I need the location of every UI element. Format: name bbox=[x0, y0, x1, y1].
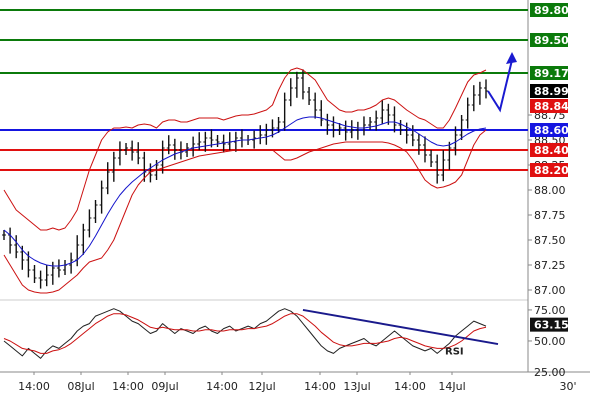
rsi-signal-line bbox=[3, 313, 487, 354]
price-y-tick-label: 87.50 bbox=[534, 234, 566, 247]
level-tag-bg bbox=[530, 123, 568, 137]
level-tag-bg bbox=[530, 143, 568, 157]
level-tag: 89.50 bbox=[534, 34, 569, 47]
level-tag: 88.20 bbox=[534, 164, 569, 177]
price-y-tick-label: 87.75 bbox=[534, 209, 566, 222]
x-tick-label: 14:00 bbox=[112, 380, 144, 393]
moving-average-line bbox=[3, 116, 487, 267]
rsi-divergence-line bbox=[302, 308, 499, 346]
rsi-y-tick-label: 75.00 bbox=[534, 304, 566, 317]
price-y-tick-label: 87.25 bbox=[534, 259, 566, 272]
x-tick-label: 13Jul bbox=[343, 380, 370, 393]
x-tick-label: 14:00 bbox=[206, 380, 238, 393]
x-tick-label: 12Jul bbox=[248, 380, 275, 393]
rsi-y-tick-label: 50.00 bbox=[534, 335, 566, 348]
x-tick-label: 14Jul bbox=[438, 380, 465, 393]
level-tag: 89.80 bbox=[534, 4, 569, 17]
level-lines bbox=[0, 9, 528, 171]
axes: 88.7588.5088.2588.0087.7587.5087.2587.00… bbox=[18, 109, 576, 393]
level-tag-bg bbox=[530, 163, 568, 177]
rsi-y-tick-label: 25.00 bbox=[534, 366, 566, 379]
level-tag-bg bbox=[530, 3, 568, 17]
rsi-current-tag-bg bbox=[530, 317, 568, 332]
projection-arrow-head bbox=[506, 52, 517, 64]
level-tag-bg bbox=[530, 66, 568, 80]
level-tag-bg bbox=[530, 33, 568, 47]
x-tick-label: 09Jul bbox=[151, 380, 178, 393]
price-y-tick-label: 88.00 bbox=[534, 184, 566, 197]
current-price-tag: 88.99 bbox=[534, 85, 569, 98]
level-tag: 89.17 bbox=[534, 67, 569, 80]
price-y-tick-label: 87.00 bbox=[534, 284, 566, 297]
rsi-panel: RSI bbox=[3, 308, 499, 359]
level-tag: 88.40 bbox=[534, 144, 569, 157]
bollinger-upper-line bbox=[3, 67, 487, 231]
rsi-line bbox=[3, 308, 487, 359]
rsi-current-tag: 63.15 bbox=[534, 319, 569, 332]
price-tags: 89.80 89.50 89.17 88.60 88.40 88.20 88.84 88.99… bbox=[530, 3, 569, 332]
x-tick-label: 14:00 bbox=[304, 380, 336, 393]
projection-arrow-line bbox=[487, 59, 513, 113]
rsi-indicator-label: RSI bbox=[445, 347, 464, 358]
x-tick-label: 14:00 bbox=[394, 380, 426, 393]
pivot-tag-bg bbox=[530, 99, 568, 113]
level-tag: 88.60 bbox=[534, 124, 569, 137]
bollinger-lower-line bbox=[3, 129, 487, 294]
x-tick-label: 08Jul bbox=[67, 380, 94, 393]
timeframe-label: 30' bbox=[559, 380, 576, 393]
x-tick-label: 14:00 bbox=[18, 380, 50, 393]
current-price-tag-bg bbox=[530, 84, 568, 98]
pivot-tag: 88.84 bbox=[534, 100, 569, 113]
price-panel bbox=[2, 52, 517, 294]
